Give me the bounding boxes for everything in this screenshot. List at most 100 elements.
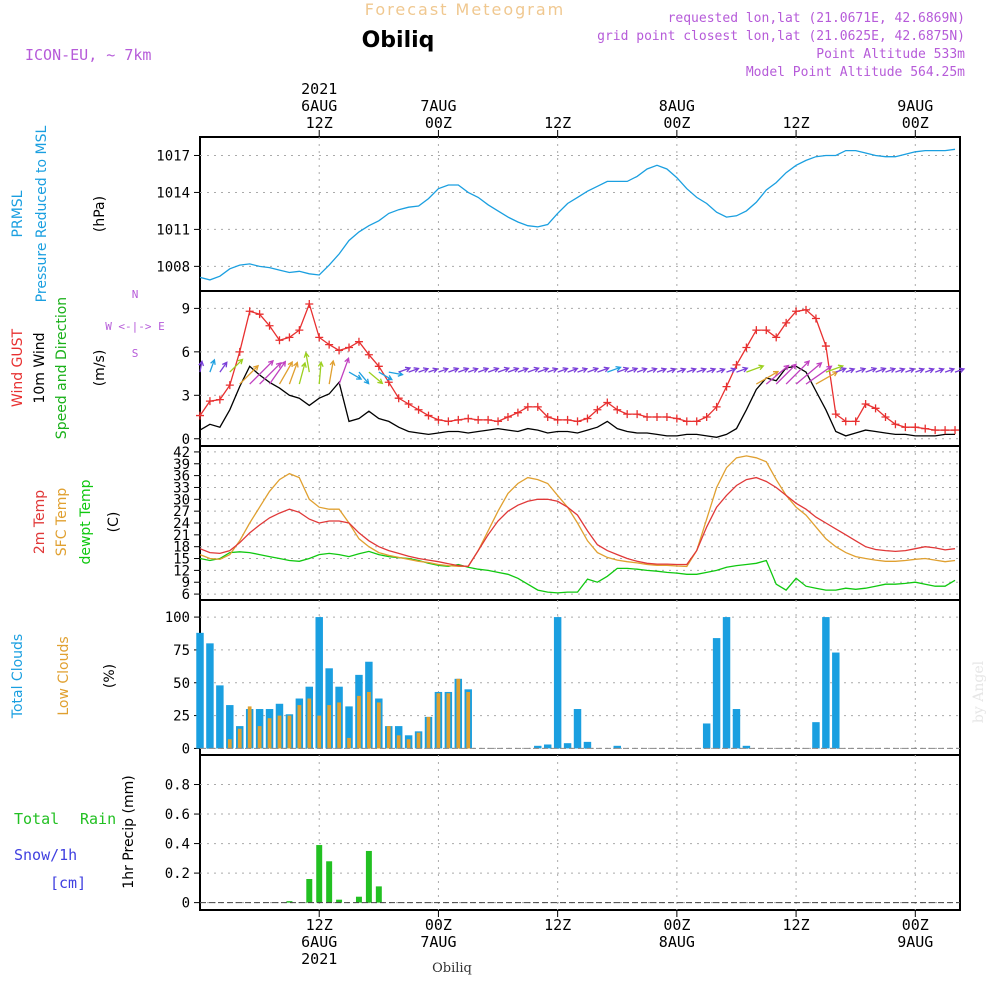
wind-direction-arrow xyxy=(487,366,500,373)
wind-direction-arrow xyxy=(666,367,677,374)
wind-speed-line xyxy=(199,365,955,438)
total-cloud-label: Total Clouds xyxy=(10,634,26,719)
wind-gust-line-marker xyxy=(762,326,771,335)
wind-direction-arrow xyxy=(617,366,630,373)
y-tick-label: 24 xyxy=(173,516,190,532)
rain-bar xyxy=(365,850,372,903)
sfc-label: SFC Temp xyxy=(54,488,70,557)
wind-gust-line-marker xyxy=(593,405,602,414)
wind-gust-line-marker xyxy=(215,395,224,404)
wind-direction-arrow xyxy=(765,364,790,385)
wind-gust-line-marker xyxy=(792,307,801,316)
y-tick-label: 21 xyxy=(173,528,190,544)
bottom-time-label: 00Z xyxy=(902,916,929,934)
wind-direction-arrow xyxy=(507,366,520,373)
pressure-label: PRMSL xyxy=(10,190,26,237)
wind-gust-line-marker xyxy=(325,340,334,349)
wind-gust-line-marker xyxy=(881,413,890,422)
wind-direction-arrow xyxy=(368,371,384,385)
y-tick-label: 0 xyxy=(182,896,190,912)
dewpt-line xyxy=(199,550,956,594)
top-time-label: 6AUG xyxy=(301,97,337,115)
model-label: ICON-EU, ~ 7km xyxy=(25,46,151,64)
wind-direction-arrow xyxy=(746,364,765,373)
total-cloud-bar xyxy=(712,638,721,749)
wind-gust-line-marker xyxy=(802,305,811,314)
dewpt-label: dewpt Temp xyxy=(78,479,94,564)
wind-direction-arrow xyxy=(388,370,404,377)
wind-gust-line-marker xyxy=(722,382,731,391)
wind-direction-arrow xyxy=(428,367,439,374)
precip-total-label: Total xyxy=(14,810,59,828)
wind-gust-line-marker xyxy=(811,314,820,323)
total-cloud-bar xyxy=(196,632,204,749)
wind-direction-arrow xyxy=(448,367,460,373)
total-cloud-bar xyxy=(553,617,562,749)
bottom-time-label: 8AUG xyxy=(659,933,695,951)
wind-gust-line-marker xyxy=(772,333,781,342)
wind-gust-line-marker xyxy=(235,347,244,356)
wind-direction-arrow xyxy=(209,358,216,373)
gust-label: Wind GUST xyxy=(10,328,26,407)
wind-gust-line-marker xyxy=(871,404,880,413)
footer-location: Obiliq xyxy=(432,961,472,976)
low-cloud-bar xyxy=(247,706,252,749)
wind-direction-arrow xyxy=(726,367,737,374)
wind-direction-arrow xyxy=(517,367,530,373)
rain-bar xyxy=(316,845,323,903)
total-cloud-bar xyxy=(702,723,711,749)
y-tick-label: 1008 xyxy=(156,259,190,275)
wind-direction-arrow xyxy=(278,360,293,385)
wind-gust-line-marker xyxy=(563,415,572,424)
wind-gust-line-marker xyxy=(891,420,900,429)
wind-gust-line-marker xyxy=(643,413,652,422)
wind-gust-line-marker xyxy=(901,423,910,432)
wind-direction-arrow xyxy=(328,359,336,385)
wind-gust-line-marker xyxy=(354,337,363,346)
precip-unit: 1hr Precip (mm) xyxy=(121,775,137,888)
y-tick-label: 3 xyxy=(182,388,190,404)
wind-direction-arrow xyxy=(795,362,823,385)
wind-direction-arrow xyxy=(875,367,887,373)
total-cloud-bar xyxy=(822,617,830,749)
wind-gust-line-marker xyxy=(752,326,761,335)
wind-direction-arrow xyxy=(895,367,906,374)
wind-direction-arrow xyxy=(229,358,244,373)
wind-gust-line-marker xyxy=(503,413,512,422)
top-time-label: 12Z xyxy=(306,114,333,132)
wind-gust-line-marker xyxy=(821,342,830,351)
wind-gust-line-marker xyxy=(782,318,791,327)
wind-gust-line-marker xyxy=(265,321,274,330)
wind-gust-line-marker xyxy=(583,414,592,423)
wind-direction-arrow xyxy=(338,357,350,385)
wind-gust-line-marker xyxy=(533,402,542,411)
wind-direction-arrow xyxy=(716,367,726,374)
pressure-label-2: Pressure Reduced to MSL xyxy=(34,125,50,302)
compass-n: N xyxy=(132,288,139,301)
total-cloud-bar xyxy=(742,745,751,749)
rain-bar xyxy=(286,901,293,903)
wind-gust-line-marker xyxy=(295,326,304,335)
total-cloud-bar xyxy=(226,705,234,749)
wind-direction-arrow xyxy=(954,367,966,374)
y-tick-label: 0 xyxy=(182,741,190,757)
y-tick-label: 30 xyxy=(173,492,190,508)
y-tick-label: 27 xyxy=(173,504,190,520)
wind-gust-line-marker xyxy=(513,408,522,417)
y-tick-label: 9 xyxy=(182,575,190,591)
wind-gust-line-marker xyxy=(454,415,463,424)
point-altitude: Point Altitude 533m xyxy=(816,47,965,62)
wind-direction-arrow xyxy=(398,366,412,373)
wind-direction-arrow xyxy=(825,364,845,373)
wind-direction-arrow xyxy=(438,367,450,373)
wind-direction-arrow xyxy=(557,367,569,373)
wind-gust-line-marker xyxy=(633,410,642,419)
wind-gust-line-marker xyxy=(732,360,741,369)
pressure-line xyxy=(199,148,956,281)
low-cloud-bar xyxy=(376,702,381,749)
y-tick-label: 15 xyxy=(173,552,190,568)
y-tick-label: 1011 xyxy=(156,222,190,238)
wind-gust-line-marker xyxy=(315,333,324,342)
wind-direction-arrow xyxy=(597,366,610,373)
wind-gust-line-marker xyxy=(603,398,612,407)
